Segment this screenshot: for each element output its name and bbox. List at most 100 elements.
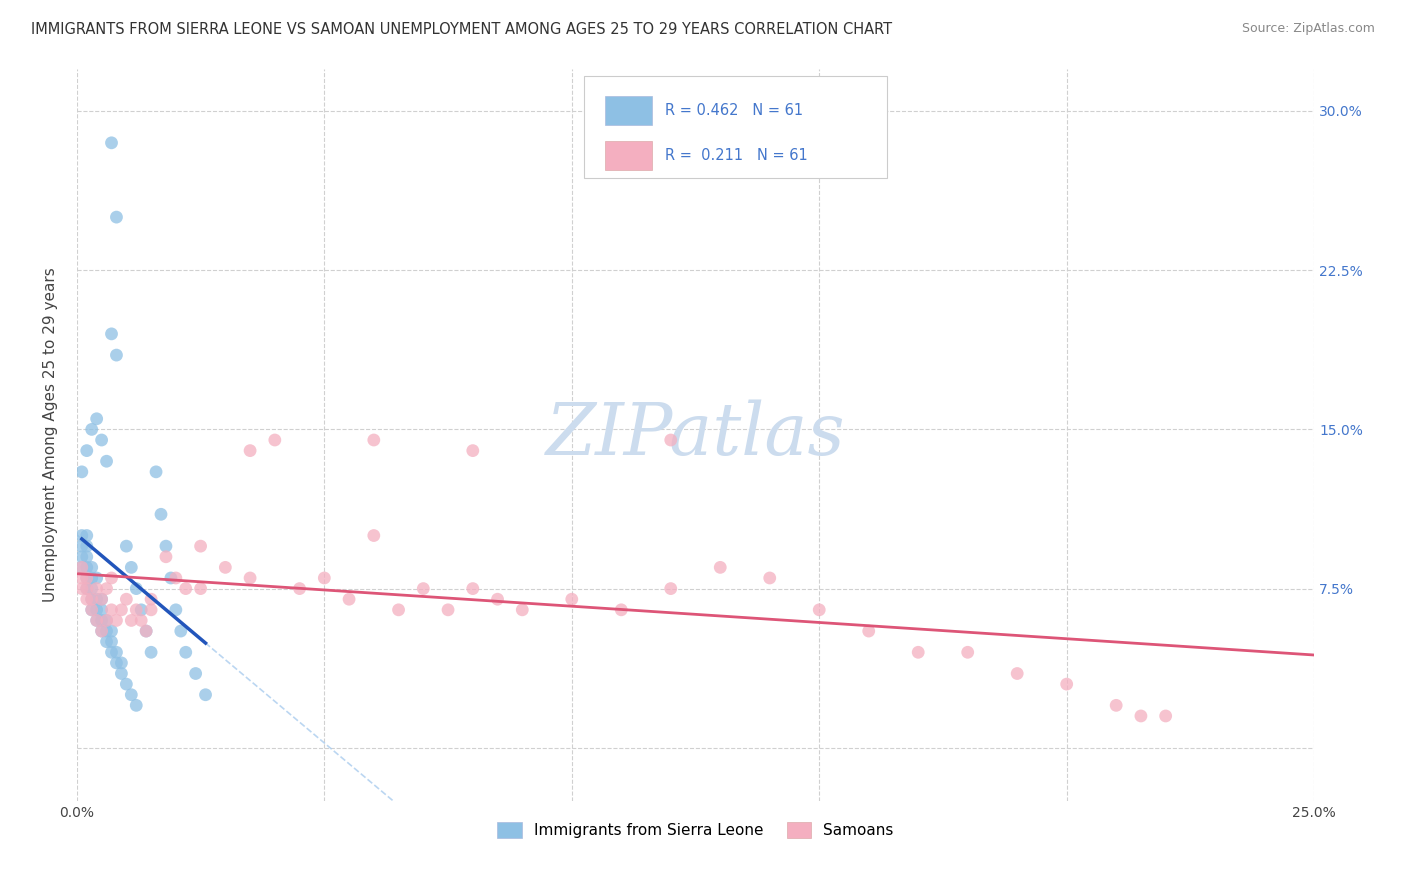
Point <box>76 549 98 564</box>
Point <box>174 645 197 659</box>
Point <box>129 614 152 628</box>
Point <box>1005 666 1028 681</box>
Point <box>190 539 212 553</box>
Point <box>174 582 197 596</box>
Point <box>115 539 138 553</box>
Point <box>150 508 173 522</box>
Point <box>110 603 132 617</box>
Point <box>1154 709 1177 723</box>
Point <box>86 582 108 596</box>
Point <box>80 571 103 585</box>
Point <box>561 592 583 607</box>
Point <box>76 592 98 607</box>
Point <box>105 656 128 670</box>
Point <box>86 603 108 617</box>
Point <box>387 603 409 617</box>
Point <box>105 210 128 224</box>
Point <box>907 645 929 659</box>
Point <box>100 326 122 341</box>
Point <box>86 411 108 425</box>
Point <box>100 634 122 648</box>
Point <box>145 465 167 479</box>
Y-axis label: Unemployment Among Ages 25 to 29 years: Unemployment Among Ages 25 to 29 years <box>44 268 58 602</box>
Point <box>190 582 212 596</box>
Text: ZIPatlas: ZIPatlas <box>546 400 845 470</box>
Text: R = 0.462   N = 61: R = 0.462 N = 61 <box>665 103 803 118</box>
Point <box>337 592 360 607</box>
Point <box>80 603 103 617</box>
Point <box>100 136 122 150</box>
Point <box>96 454 118 468</box>
Point <box>70 582 93 596</box>
Point <box>96 582 118 596</box>
Point <box>194 688 217 702</box>
Point <box>135 624 157 638</box>
Point <box>115 677 138 691</box>
FancyBboxPatch shape <box>605 141 652 170</box>
Point <box>80 582 103 596</box>
Point <box>70 560 93 574</box>
Point <box>70 571 93 585</box>
Point <box>110 666 132 681</box>
Point <box>135 624 157 638</box>
Text: Source: ZipAtlas.com: Source: ZipAtlas.com <box>1241 22 1375 36</box>
Point <box>363 433 385 447</box>
Point <box>76 539 98 553</box>
Point <box>96 614 118 628</box>
Point <box>86 592 108 607</box>
Point <box>758 571 780 585</box>
Point <box>659 433 682 447</box>
Point <box>1105 698 1128 713</box>
Point <box>90 592 112 607</box>
Point <box>125 582 148 596</box>
Point <box>76 571 98 585</box>
Point <box>70 560 93 574</box>
Point <box>486 592 509 607</box>
Point <box>86 614 108 628</box>
Point <box>110 656 132 670</box>
Point <box>105 614 128 628</box>
Point <box>76 582 98 596</box>
Point <box>1056 677 1078 691</box>
Point <box>76 443 98 458</box>
Point <box>170 624 193 638</box>
Point <box>510 603 533 617</box>
Point <box>1129 709 1152 723</box>
Point <box>76 528 98 542</box>
Legend: Immigrants from Sierra Leone, Samoans: Immigrants from Sierra Leone, Samoans <box>491 816 900 845</box>
Point <box>96 624 118 638</box>
Point <box>214 560 236 574</box>
Point <box>288 582 311 596</box>
Point <box>70 465 93 479</box>
Point <box>461 582 484 596</box>
Point <box>184 666 207 681</box>
Point <box>263 433 285 447</box>
Point <box>239 571 262 585</box>
Point <box>155 549 177 564</box>
Point <box>80 560 103 574</box>
Text: IMMIGRANTS FROM SIERRA LEONE VS SAMOAN UNEMPLOYMENT AMONG AGES 25 TO 29 YEARS CO: IMMIGRANTS FROM SIERRA LEONE VS SAMOAN U… <box>31 22 891 37</box>
Text: R =  0.211   N = 61: R = 0.211 N = 61 <box>665 148 807 163</box>
Point <box>659 582 682 596</box>
Point <box>120 688 142 702</box>
Point <box>125 698 148 713</box>
Point <box>363 528 385 542</box>
Point <box>165 603 187 617</box>
Point <box>139 645 162 659</box>
Point <box>115 592 138 607</box>
Point <box>808 603 831 617</box>
Point <box>90 433 112 447</box>
Point <box>90 614 112 628</box>
Point <box>437 603 460 617</box>
FancyBboxPatch shape <box>583 76 887 178</box>
Point <box>96 634 118 648</box>
Point <box>90 624 112 638</box>
FancyBboxPatch shape <box>605 95 652 125</box>
Point <box>80 592 103 607</box>
Point <box>239 443 262 458</box>
Point <box>139 592 162 607</box>
Point <box>709 560 731 574</box>
Point <box>610 603 633 617</box>
Point <box>90 624 112 638</box>
Point <box>956 645 979 659</box>
